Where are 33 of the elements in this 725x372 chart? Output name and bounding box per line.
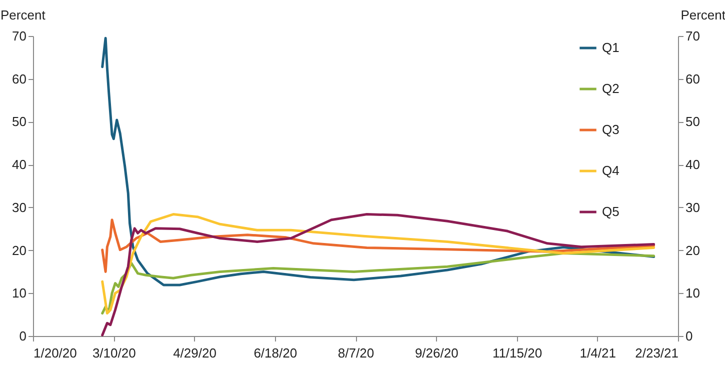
x-tick-label: 3/10/20: [92, 346, 136, 360]
line-series: [101, 218, 656, 273]
y-axis-title: Percent: [0, 8, 46, 22]
legend-label: Q5: [602, 204, 620, 219]
y2-tick-label: 70: [686, 28, 700, 44]
y-tick-label: 30: [12, 200, 26, 215]
y-tick-label: 70: [12, 28, 26, 44]
legend-label: Q3: [602, 122, 620, 137]
y-tick-label: 50: [12, 114, 26, 130]
x-tick-label: 9/26/20: [414, 346, 458, 360]
y2-tick-label: 0: [686, 328, 693, 344]
x-tick-label: 8/7/20: [338, 346, 374, 360]
y-tick-label: 60: [12, 71, 26, 86]
y2-tick-label: 40: [686, 157, 700, 172]
y-tick-label: 20: [12, 242, 26, 258]
legend-label: Q4: [602, 163, 620, 178]
x-tick-label: 6/18/20: [254, 346, 298, 360]
x-tick-label: 4/29/20: [173, 346, 216, 360]
y2-tick-label: 30: [686, 200, 700, 215]
legend-label: Q1: [602, 40, 620, 55]
y2-tick-label: 10: [686, 286, 700, 301]
line-series: [101, 252, 656, 315]
y2-tick-label: 20: [686, 242, 700, 258]
x-tick-label: 1/4/21: [580, 346, 616, 360]
x-tick-label: 2/23/21: [635, 346, 678, 360]
x-tick-label: 11/15/20: [492, 346, 542, 360]
y-tick-label: 10: [12, 286, 26, 301]
x-tick-label: 1/20/20: [34, 346, 77, 360]
y-tick-label: 0: [19, 328, 26, 344]
legend-label: Q2: [602, 81, 620, 96]
y-tick-label: 40: [12, 157, 26, 172]
y2-tick-label: 50: [686, 114, 700, 130]
y2-tick-label: 60: [686, 71, 700, 86]
